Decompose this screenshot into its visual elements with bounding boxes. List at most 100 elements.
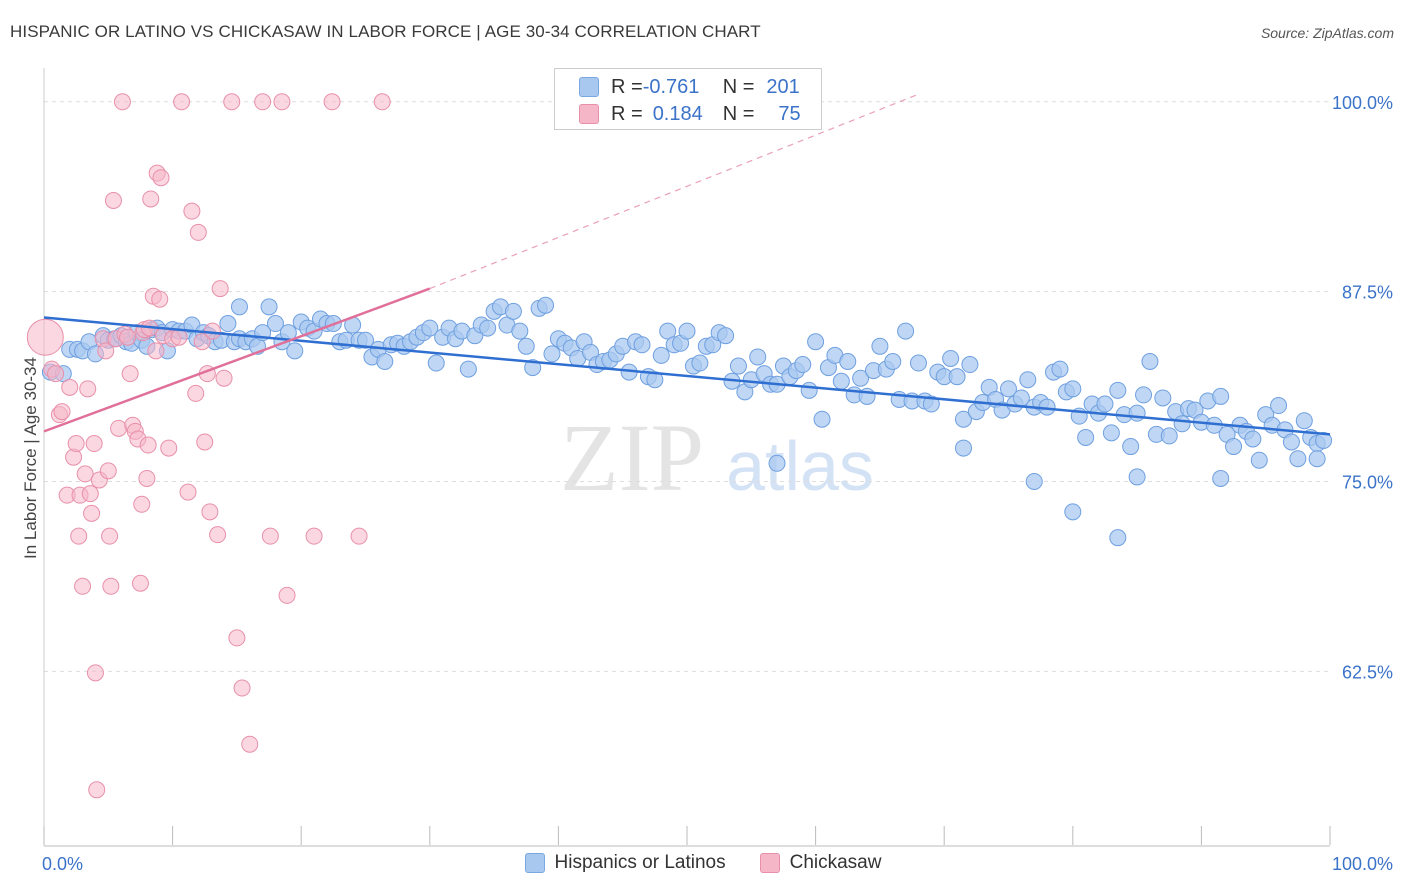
data-point bbox=[678, 322, 696, 340]
series-hispanic bbox=[41, 296, 1333, 547]
watermark-atlas: atlas bbox=[726, 427, 874, 505]
data-point bbox=[459, 360, 477, 378]
data-point bbox=[102, 577, 120, 595]
data-point bbox=[133, 495, 151, 513]
data-point bbox=[189, 223, 207, 241]
data-point bbox=[1315, 431, 1333, 449]
data-point bbox=[537, 296, 555, 314]
data-point bbox=[839, 352, 857, 370]
data-point bbox=[142, 190, 160, 208]
data-point bbox=[427, 354, 445, 372]
data-point bbox=[948, 368, 966, 386]
data-point bbox=[88, 781, 106, 799]
data-point bbox=[897, 322, 915, 340]
data-point bbox=[193, 333, 211, 351]
data-point bbox=[1109, 529, 1127, 547]
data-point bbox=[147, 342, 165, 360]
data-point bbox=[1064, 503, 1082, 521]
data-point bbox=[800, 381, 818, 399]
data-point bbox=[70, 527, 88, 545]
data-point bbox=[278, 586, 296, 604]
data-point bbox=[1128, 404, 1146, 422]
data-point bbox=[871, 337, 889, 355]
data-point bbox=[139, 436, 157, 454]
y-tick-label: 87.5% bbox=[1342, 283, 1393, 303]
data-point bbox=[1077, 428, 1095, 446]
stats-r-value: 0.184 bbox=[652, 102, 703, 125]
data-point bbox=[47, 365, 65, 383]
data-point bbox=[219, 315, 237, 333]
source-label: Source: ZipAtlas.com bbox=[1260, 25, 1394, 41]
data-point bbox=[1109, 381, 1127, 399]
data-point bbox=[85, 435, 103, 453]
data-point bbox=[1173, 415, 1191, 433]
data-point bbox=[1128, 468, 1146, 486]
data-point bbox=[749, 348, 767, 366]
stats-legend: R = -0.761 N = 201 R = 0.184 N = 75 bbox=[554, 68, 822, 130]
data-point bbox=[67, 435, 85, 453]
x-tick-label: 100.0% bbox=[1332, 854, 1393, 874]
data-point bbox=[110, 419, 128, 437]
data-point bbox=[884, 352, 902, 370]
data-point bbox=[961, 356, 979, 374]
data-point bbox=[97, 342, 115, 360]
data-point bbox=[119, 328, 137, 346]
data-point bbox=[1019, 371, 1037, 389]
data-point bbox=[211, 280, 229, 298]
legend-swatch-hispanic bbox=[524, 853, 545, 873]
data-point bbox=[1225, 438, 1243, 456]
data-point bbox=[954, 439, 972, 457]
y-axis-label: In Labor Force | Age 30-34 bbox=[21, 357, 40, 559]
data-point bbox=[151, 290, 169, 308]
data-point bbox=[1160, 427, 1178, 445]
data-point bbox=[852, 369, 870, 387]
series-legend: Hispanics or Latinos Chickasaw bbox=[0, 852, 1406, 874]
data-point bbox=[1135, 386, 1153, 404]
data-point bbox=[83, 504, 101, 522]
data-point bbox=[230, 298, 248, 316]
data-point bbox=[954, 410, 972, 428]
data-point bbox=[152, 169, 170, 187]
data-point bbox=[807, 333, 825, 351]
legend-item-chickasaw[interactable]: Chickasaw bbox=[759, 852, 881, 874]
data-point bbox=[131, 574, 149, 592]
data-point bbox=[1212, 469, 1230, 487]
data-point bbox=[121, 365, 139, 383]
data-point bbox=[179, 483, 197, 501]
data-point bbox=[305, 527, 323, 545]
data-point bbox=[228, 629, 246, 647]
legend-swatch-chickasaw bbox=[759, 853, 780, 873]
data-point bbox=[86, 664, 104, 682]
data-point bbox=[717, 327, 735, 345]
data-point bbox=[652, 346, 670, 364]
data-point bbox=[1289, 450, 1307, 468]
stats-n-value: 75 bbox=[778, 102, 801, 125]
y-tick-label: 100.0% bbox=[1332, 93, 1393, 113]
legend-label-hispanic: Hispanics or Latinos bbox=[554, 852, 726, 873]
data-point bbox=[104, 192, 122, 210]
watermark-zip: ZIP bbox=[560, 404, 704, 511]
stats-r-label: R = bbox=[611, 75, 643, 98]
stats-swatch-hispanic bbox=[579, 77, 599, 97]
stats-r-value: -0.761 bbox=[642, 75, 700, 98]
stats-n-label: N = bbox=[722, 102, 755, 125]
data-point bbox=[646, 371, 664, 389]
data-point bbox=[1064, 380, 1082, 398]
data-point bbox=[511, 322, 529, 340]
data-point bbox=[273, 93, 291, 111]
data-point bbox=[376, 352, 394, 370]
stats-row-chickasaw: R = 0.184 N = 75 bbox=[579, 101, 801, 127]
data-point bbox=[254, 93, 272, 111]
x-tick-label: 0.0% bbox=[42, 854, 83, 874]
data-point bbox=[79, 380, 97, 398]
data-point bbox=[1250, 451, 1268, 469]
data-point bbox=[53, 403, 71, 421]
data-point bbox=[1270, 397, 1288, 415]
data-point bbox=[659, 322, 677, 340]
chart-title: HISPANIC OR LATINO VS CHICKASAW IN LABOR… bbox=[10, 22, 761, 41]
data-point bbox=[74, 577, 92, 595]
legend-item-hispanic[interactable]: Hispanics or Latinos bbox=[524, 852, 726, 874]
data-point bbox=[61, 378, 79, 396]
data-point bbox=[1212, 387, 1230, 405]
stats-swatch-chickasaw bbox=[579, 104, 599, 124]
